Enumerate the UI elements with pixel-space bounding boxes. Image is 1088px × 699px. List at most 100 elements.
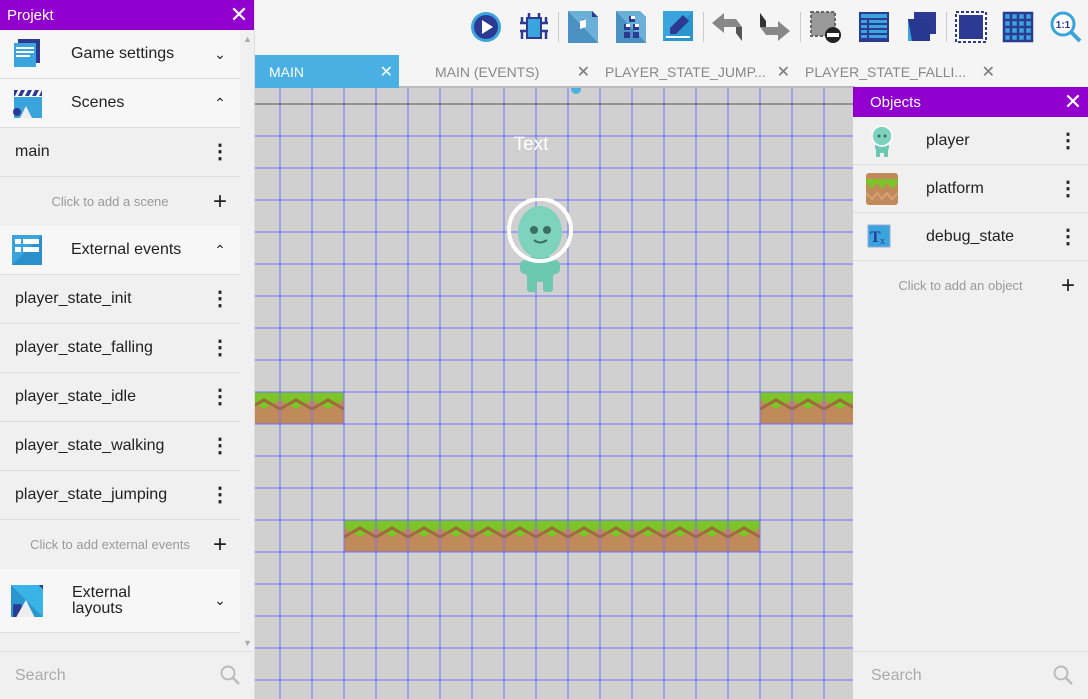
platform-edge bbox=[727, 526, 761, 539]
objects-search-input[interactable]: Search bbox=[853, 651, 1088, 699]
add-object-icon[interactable] bbox=[568, 11, 600, 43]
platform-edge bbox=[631, 526, 665, 539]
more-vert-icon[interactable]: ⋮ bbox=[1058, 177, 1078, 200]
platform-edge bbox=[279, 398, 313, 411]
platform-edge bbox=[407, 526, 441, 539]
debug-icon[interactable] bbox=[518, 11, 550, 43]
section-label: Scenes bbox=[71, 94, 125, 111]
scrollbar[interactable]: ▲ ▼ bbox=[243, 34, 252, 648]
section-label: External events bbox=[71, 241, 182, 258]
object-item-player[interactable]: player ⋮ bbox=[853, 117, 1088, 165]
add-object-button[interactable]: Click to add an object + bbox=[853, 261, 1088, 310]
toolbar-divider bbox=[703, 12, 704, 42]
text-object-instance[interactable]: Text bbox=[513, 134, 549, 155]
platform-edge bbox=[439, 526, 473, 539]
svg-text:1:1: 1:1 bbox=[1056, 20, 1071, 31]
section-external-layouts[interactable]: External layouts ⌄ bbox=[0, 569, 240, 633]
close-icon[interactable]: ✕ bbox=[981, 63, 995, 81]
more-vert-icon[interactable]: ⋮ bbox=[210, 337, 230, 359]
object-name: debug_state bbox=[926, 227, 1015, 245]
search-icon bbox=[1053, 665, 1073, 685]
platform-edge bbox=[375, 526, 409, 539]
platform-edge bbox=[503, 526, 537, 539]
scene-canvas[interactable]: Text bbox=[255, 88, 853, 699]
close-icon[interactable]: ✕ bbox=[776, 63, 790, 81]
player-instance[interactable] bbox=[505, 198, 575, 294]
external-event-item[interactable]: player_state_idle ⋮ bbox=[0, 373, 240, 422]
platform-edge bbox=[695, 526, 729, 539]
add-external-events-button[interactable]: Click to add external events + bbox=[0, 520, 240, 569]
platform-edge bbox=[599, 526, 633, 539]
object-name: platform bbox=[926, 179, 984, 197]
delete-selection-icon[interactable] bbox=[810, 11, 842, 43]
project-panel-title: Projekt bbox=[7, 6, 54, 24]
external-event-item[interactable]: player_state_walking ⋮ bbox=[0, 422, 240, 471]
more-vert-icon[interactable]: ⋮ bbox=[1058, 225, 1078, 248]
more-vert-icon[interactable]: ⋮ bbox=[210, 484, 230, 506]
item-label: player_state_init bbox=[15, 290, 132, 307]
layers-icon[interactable] bbox=[906, 11, 938, 43]
object-item-platform[interactable]: platform ⋮ bbox=[853, 165, 1088, 213]
tab-player-state-falling[interactable]: PLAYER_STATE_FALLI... ✕ bbox=[791, 55, 1001, 88]
tab-label: PLAYER_STATE_FALLI... bbox=[805, 63, 967, 80]
chevron-down-icon[interactable]: ⌄ bbox=[214, 592, 226, 608]
more-vert-icon[interactable]: ⋮ bbox=[1058, 129, 1078, 152]
objects-panel-header: Objects ✕ bbox=[853, 87, 1088, 117]
close-icon[interactable]: ✕ bbox=[229, 2, 249, 27]
chevron-up-icon[interactable]: ⌃ bbox=[214, 94, 226, 111]
section-external-events[interactable]: External events ⌃ bbox=[0, 226, 240, 275]
svg-text:x: x bbox=[880, 236, 885, 247]
scene-grid bbox=[255, 88, 853, 699]
project-panel: Projekt ✕ Game settings ⌄ Scenes ⌃ main ⋮… bbox=[0, 0, 255, 699]
platform-tile-icon bbox=[866, 172, 898, 205]
item-label: player_state_falling bbox=[15, 339, 153, 356]
toolbar: 1:1 bbox=[255, 0, 1088, 55]
scroll-handle bbox=[571, 88, 581, 94]
more-vert-icon[interactable]: ⋮ bbox=[210, 386, 230, 408]
more-vert-icon[interactable]: ⋮ bbox=[210, 435, 230, 457]
section-scenes[interactable]: Scenes ⌃ bbox=[0, 79, 240, 128]
more-vert-icon[interactable]: ⋮ bbox=[210, 141, 230, 163]
zoom-reset-icon[interactable]: 1:1 bbox=[1050, 11, 1082, 43]
object-groups-icon[interactable] bbox=[616, 11, 648, 43]
item-label: player_state_jumping bbox=[15, 486, 168, 503]
project-search-input[interactable]: Search bbox=[0, 651, 255, 699]
plus-icon[interactable]: + bbox=[1060, 271, 1075, 299]
close-icon[interactable]: ✕ bbox=[1063, 89, 1083, 114]
redo-icon[interactable] bbox=[758, 11, 790, 43]
preview-icon[interactable] bbox=[470, 11, 502, 43]
platform-edge bbox=[343, 526, 377, 539]
objects-panel-title: Objects bbox=[870, 93, 921, 111]
add-scene-button[interactable]: Click to add a scene + bbox=[0, 177, 240, 226]
undo-icon[interactable] bbox=[712, 11, 744, 43]
close-icon[interactable]: ✕ bbox=[576, 63, 590, 81]
toolbar-divider bbox=[558, 12, 559, 42]
instances-list-icon[interactable] bbox=[858, 11, 890, 43]
external-event-item[interactable]: player_state_init ⋮ bbox=[0, 275, 240, 324]
platform-edge bbox=[791, 398, 825, 411]
player-sprite-icon bbox=[871, 124, 893, 157]
section-game-settings[interactable]: Game settings ⌄ bbox=[0, 30, 240, 79]
tab-main[interactable]: MAIN ✕ bbox=[255, 55, 399, 88]
close-icon[interactable]: ✕ bbox=[379, 63, 393, 81]
tab-player-state-jumping[interactable]: PLAYER_STATE_JUMP... ✕ bbox=[591, 55, 796, 88]
edit-object-icon[interactable] bbox=[663, 11, 695, 43]
search-placeholder: Search bbox=[871, 666, 922, 684]
external-event-item[interactable]: player_state_jumping ⋮ bbox=[0, 471, 240, 520]
chevron-up-icon[interactable]: ⌃ bbox=[214, 241, 226, 258]
project-panel-header: Projekt ✕ bbox=[0, 0, 254, 30]
plus-icon[interactable]: + bbox=[212, 187, 227, 215]
plus-icon[interactable]: + bbox=[212, 530, 227, 558]
window-mask-icon[interactable] bbox=[955, 11, 987, 43]
search-placeholder: Search bbox=[15, 666, 66, 684]
object-name: player bbox=[926, 131, 970, 149]
project-tree: Game settings ⌄ Scenes ⌃ main ⋮ Click to … bbox=[0, 30, 240, 650]
tab-main-events[interactable]: MAIN (EVENTS) ✕ bbox=[421, 55, 596, 88]
external-event-item[interactable]: player_state_falling ⋮ bbox=[0, 324, 240, 373]
game-settings-icon bbox=[14, 39, 40, 67]
grid-icon[interactable] bbox=[1002, 11, 1034, 43]
more-vert-icon[interactable]: ⋮ bbox=[210, 288, 230, 310]
chevron-down-icon[interactable]: ⌄ bbox=[214, 45, 226, 62]
scene-item-main[interactable]: main ⋮ bbox=[0, 128, 240, 177]
